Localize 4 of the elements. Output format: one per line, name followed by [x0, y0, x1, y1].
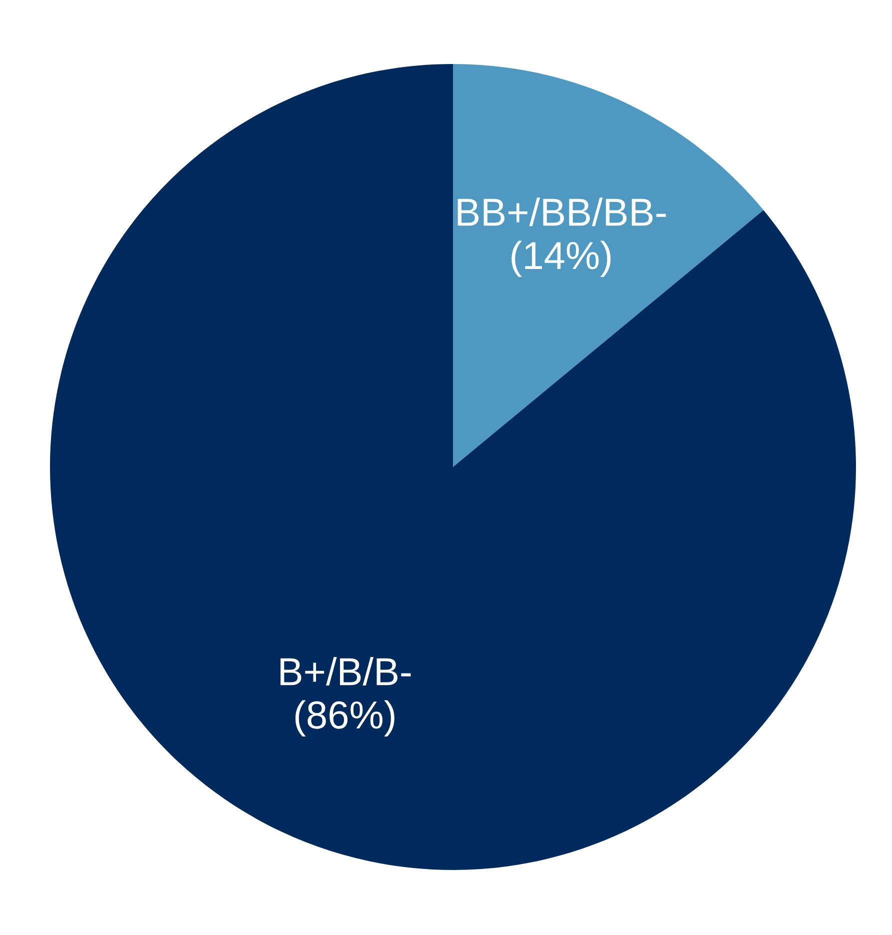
data-label: (14%): [512, 240, 611, 278]
slice-label: BB+/BB/BB-: [458, 198, 666, 226]
data-label: (86%): [295, 700, 394, 736]
slice-label: B+/B/B-: [280, 656, 411, 686]
